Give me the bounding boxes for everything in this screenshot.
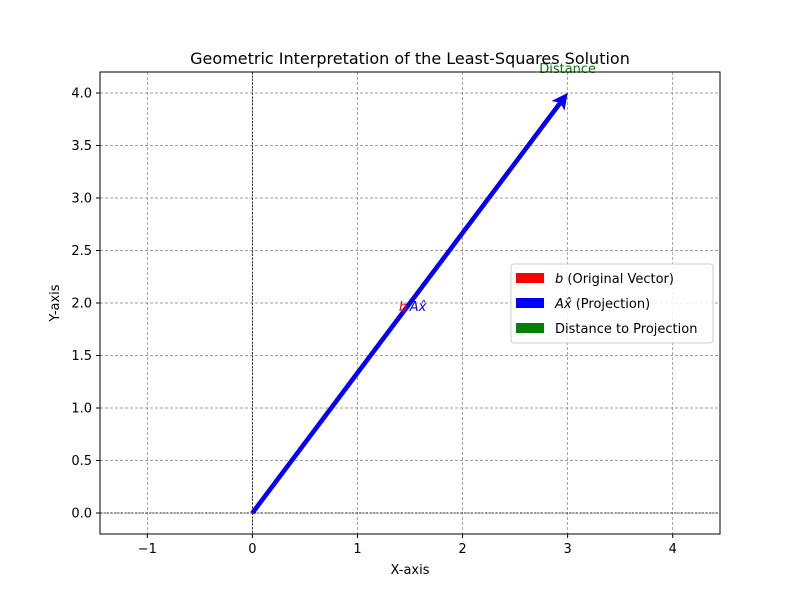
legend-symbol: Ax̂ xyxy=(554,297,572,312)
y-tick-label: 4.0 xyxy=(71,87,92,102)
vector-head xyxy=(551,93,568,111)
legend-swatch xyxy=(516,273,544,283)
y-axis-label: Y-axis xyxy=(48,284,63,322)
legend-box xyxy=(510,263,714,344)
legend-text: (Projection) xyxy=(572,297,651,312)
x-tick-label: 0 xyxy=(248,542,256,557)
annotation-0: b xyxy=(399,300,407,315)
axes xyxy=(100,72,720,534)
annotations: b Ax̂Distance xyxy=(399,62,596,315)
vectors xyxy=(250,93,568,515)
x-tick-label: 1 xyxy=(353,542,361,557)
y-tick-label: 1.0 xyxy=(71,402,92,417)
legend-text: (Original Vector) xyxy=(563,272,674,287)
y-tick-label: 2.5 xyxy=(71,244,92,259)
legend-text: Distance to Projection xyxy=(555,322,697,337)
legend-swatch xyxy=(516,298,544,308)
legend-label: Ax̂ (Projection) xyxy=(554,297,650,312)
y-tick-label: 1.5 xyxy=(71,349,92,364)
legend: b (Original Vector) Ax̂ (Projection) Dista… xyxy=(510,263,714,344)
x-tick-label: 4 xyxy=(669,542,677,557)
vector-shaft xyxy=(250,101,563,515)
annotation-2: Distance xyxy=(539,62,596,77)
ticks: −1 0 1 2 3 4 0.0 0.5 1.0 1.5 2.0 2.5 3.0 3.5 4.0 xyxy=(71,87,677,558)
legend-entry: Ax̂ (Projection) xyxy=(516,297,650,312)
y-tick-label: 3.5 xyxy=(71,139,92,154)
legend-symbol: b xyxy=(555,272,563,287)
x-tick-label: −1 xyxy=(138,542,157,557)
x-tick-label: 2 xyxy=(458,542,466,557)
x-tick-label: 3 xyxy=(563,542,571,557)
y-tick-label: 2.0 xyxy=(71,297,92,312)
x-axis-label: X-axis xyxy=(391,563,430,578)
y-tick-label: 0.5 xyxy=(71,454,92,469)
y-tick-label: 0.0 xyxy=(71,507,92,522)
legend-entry: b (Original Vector) xyxy=(516,272,674,287)
chart-title: Geometric Interpretation of the Least-Sq… xyxy=(190,49,630,68)
legend-swatch xyxy=(516,323,544,333)
legend-entry: Distance to Projection xyxy=(516,322,697,337)
annotation-1: Ax̂ xyxy=(409,300,427,315)
legend-label: Distance to Projection xyxy=(555,322,697,337)
y-tick-label: 3.0 xyxy=(71,192,92,207)
vector-1 xyxy=(250,93,568,515)
legend-label: b (Original Vector) xyxy=(555,272,674,287)
